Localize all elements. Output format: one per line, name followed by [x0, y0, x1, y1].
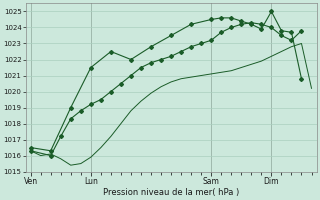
X-axis label: Pression niveau de la mer( hPa ): Pression niveau de la mer( hPa ) [103, 188, 239, 197]
